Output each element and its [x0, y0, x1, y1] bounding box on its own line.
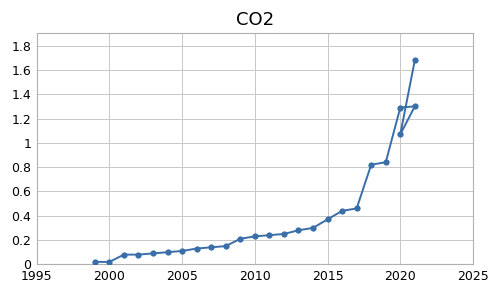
- Title: CO2: CO2: [236, 11, 274, 29]
